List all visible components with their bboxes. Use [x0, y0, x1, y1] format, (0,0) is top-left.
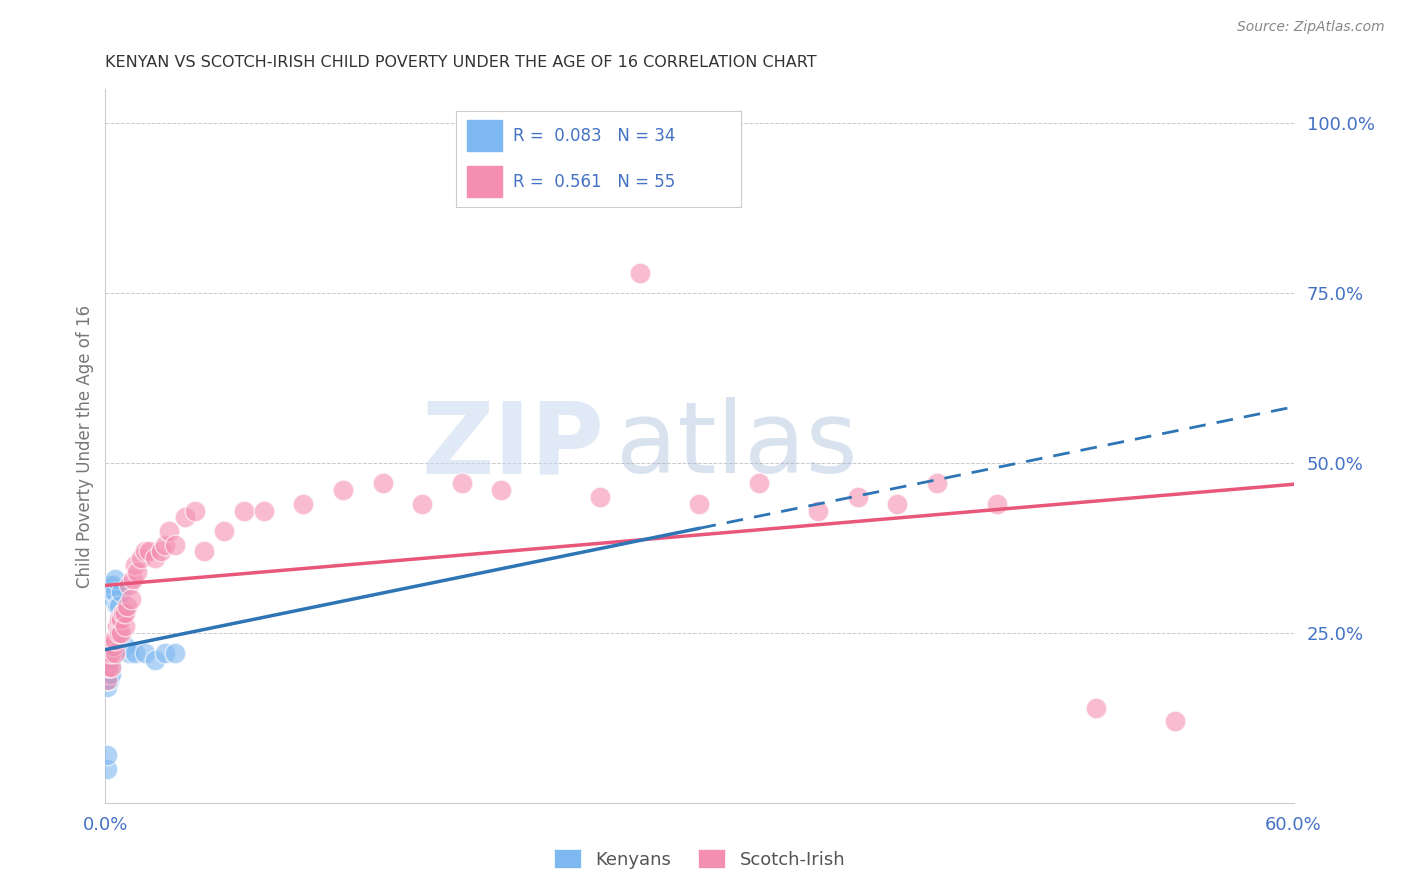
Point	[103, 585, 125, 599]
Point	[103, 640, 125, 654]
Point	[292, 497, 315, 511]
Legend: Kenyans, Scotch-Irish: Kenyans, Scotch-Irish	[547, 842, 852, 876]
Point	[689, 497, 711, 511]
Point	[98, 666, 121, 681]
Point	[103, 578, 125, 592]
Point	[103, 632, 125, 647]
Point	[96, 653, 118, 667]
Point	[153, 646, 176, 660]
Point	[124, 646, 146, 660]
Point	[96, 646, 118, 660]
Point	[100, 646, 122, 660]
Point	[100, 653, 122, 667]
Point	[120, 591, 142, 606]
Point	[986, 497, 1008, 511]
Point	[98, 653, 121, 667]
Point	[163, 646, 186, 660]
Point	[98, 673, 121, 688]
Point	[104, 646, 127, 660]
Text: atlas: atlas	[616, 398, 858, 494]
Point	[108, 612, 131, 626]
Point	[96, 666, 118, 681]
Point	[104, 572, 127, 586]
Point	[163, 537, 186, 551]
Point	[450, 476, 472, 491]
Point	[491, 483, 513, 498]
Point	[114, 640, 136, 654]
Point	[114, 619, 136, 633]
Text: KENYAN VS SCOTCH-IRISH CHILD POVERTY UNDER THE AGE OF 16 CORRELATION CHART: KENYAN VS SCOTCH-IRISH CHILD POVERTY UND…	[105, 55, 817, 70]
Point	[98, 646, 121, 660]
Y-axis label: Child Poverty Under the Age of 16: Child Poverty Under the Age of 16	[76, 304, 94, 588]
Point	[110, 626, 132, 640]
Point	[114, 606, 136, 620]
Point	[104, 585, 127, 599]
Point	[129, 551, 152, 566]
Point	[96, 660, 118, 674]
Point	[100, 666, 122, 681]
Point	[96, 673, 118, 688]
Point	[122, 572, 145, 586]
Point	[886, 497, 908, 511]
Point	[157, 524, 180, 538]
Point	[589, 490, 612, 504]
Point	[100, 660, 122, 674]
Point	[1084, 700, 1107, 714]
Point	[100, 646, 122, 660]
Point	[173, 510, 195, 524]
Point	[98, 585, 121, 599]
Text: ZIP: ZIP	[422, 398, 605, 494]
Point	[134, 544, 156, 558]
Point	[253, 503, 276, 517]
Point	[96, 673, 118, 688]
Point	[112, 606, 135, 620]
Point	[108, 626, 131, 640]
Point	[105, 599, 128, 613]
Point	[846, 490, 869, 504]
Point	[118, 578, 141, 592]
Point	[104, 632, 127, 647]
Point	[127, 565, 149, 579]
Point	[98, 578, 121, 592]
Point	[103, 591, 125, 606]
Point	[628, 266, 651, 280]
Text: Source: ZipAtlas.com: Source: ZipAtlas.com	[1237, 20, 1385, 34]
Point	[153, 537, 176, 551]
Point	[1164, 714, 1187, 729]
Point	[110, 612, 132, 626]
Point	[96, 660, 118, 674]
Point	[143, 653, 166, 667]
Point	[112, 606, 135, 620]
Point	[371, 476, 394, 491]
Point	[115, 599, 138, 613]
Point	[748, 476, 770, 491]
Point	[100, 660, 122, 674]
Point	[411, 497, 433, 511]
Point	[96, 680, 118, 694]
Point	[149, 544, 172, 558]
Point	[214, 524, 236, 538]
Point	[108, 599, 131, 613]
Point	[98, 660, 121, 674]
Point	[138, 544, 160, 558]
Point	[96, 762, 118, 776]
Point	[807, 503, 830, 517]
Point	[925, 476, 948, 491]
Point	[193, 544, 215, 558]
Point	[110, 585, 132, 599]
Point	[143, 551, 166, 566]
Point	[124, 558, 146, 572]
Point	[118, 646, 141, 660]
Point	[183, 503, 205, 517]
Point	[233, 503, 256, 517]
Point	[134, 646, 156, 660]
Point	[332, 483, 354, 498]
Point	[98, 660, 121, 674]
Point	[105, 619, 128, 633]
Point	[96, 748, 118, 763]
